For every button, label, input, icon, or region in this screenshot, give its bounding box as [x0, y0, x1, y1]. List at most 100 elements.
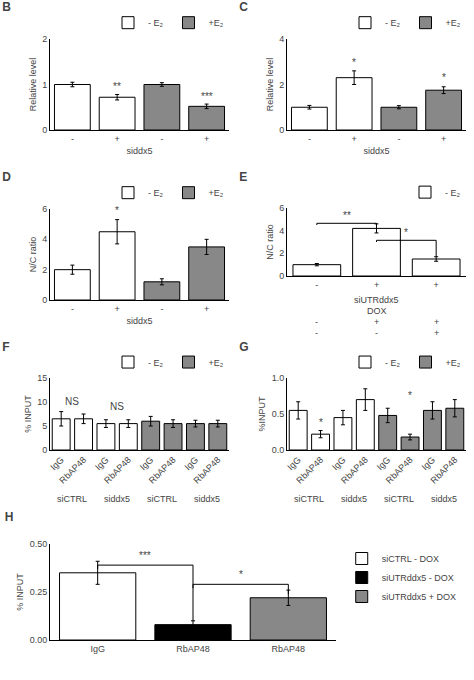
svg-text:-: - [315, 328, 318, 338]
svg-text:**: ** [113, 81, 121, 92]
svg-text:-: - [71, 304, 74, 314]
svg-text:4: 4 [42, 234, 47, 244]
svg-text:siCTRL: siCTRL [294, 494, 324, 504]
svg-text:1.0: 1.0 [272, 373, 285, 383]
svg-text:E: E [239, 170, 247, 184]
svg-text:Relative level: Relative level [265, 58, 275, 112]
svg-text:0: 0 [42, 445, 47, 455]
svg-text:4: 4 [279, 34, 284, 44]
svg-text:siCTRL: siCTRL [384, 494, 414, 504]
svg-text:+: + [441, 134, 446, 144]
svg-text:+: + [374, 317, 379, 327]
svg-text:0.50: 0.50 [30, 539, 48, 549]
svg-text:-: - [315, 317, 318, 327]
svg-text:***: *** [201, 91, 213, 102]
svg-text:RbAP48: RbAP48 [429, 455, 460, 486]
svg-text:siCTRL: siCTRL [57, 494, 87, 504]
svg-text:RbAP48: RbAP48 [339, 455, 370, 486]
svg-text:siddx5: siddx5 [431, 494, 457, 504]
svg-text:2: 2 [279, 80, 284, 90]
svg-text:IgG: IgG [90, 644, 105, 654]
svg-text:F: F [2, 340, 9, 354]
svg-text:*: * [319, 417, 323, 428]
svg-text:siddx5: siddx5 [194, 494, 220, 504]
svg-text:DOX: DOX [367, 306, 387, 316]
svg-text:5: 5 [42, 421, 47, 431]
svg-text:-: - [160, 134, 163, 144]
svg-text:+E₂: +E₂ [209, 358, 224, 368]
svg-text:+E₂: +E₂ [209, 18, 224, 28]
svg-text:6: 6 [42, 204, 47, 214]
svg-text:%INPUT: %INPUT [257, 396, 267, 432]
svg-text:+: + [434, 328, 439, 338]
svg-text:% INPUT: % INPUT [15, 573, 25, 611]
svg-text:-: - [160, 304, 163, 314]
svg-text:- E₂: - E₂ [385, 358, 401, 368]
svg-text:0.00: 0.00 [30, 635, 48, 645]
svg-text:0: 0 [279, 125, 284, 135]
svg-text:IgG: IgG [48, 455, 65, 472]
svg-text:**: ** [343, 210, 351, 221]
svg-text:+: + [374, 280, 379, 290]
svg-text:C: C [239, 0, 248, 14]
svg-text:0: 0 [42, 125, 47, 135]
svg-text:RbAP48: RbAP48 [176, 644, 210, 654]
svg-text:RbAP48: RbAP48 [294, 455, 325, 486]
svg-text:- E₂: - E₂ [385, 18, 401, 28]
svg-text:siddx5: siddx5 [104, 494, 130, 504]
svg-text:***: *** [139, 550, 151, 561]
svg-text:RbAP48: RbAP48 [272, 644, 306, 654]
svg-text:*: * [404, 227, 408, 238]
svg-text:-: - [315, 280, 318, 290]
svg-text:+: + [114, 134, 119, 144]
svg-text:2: 2 [42, 34, 47, 44]
svg-text:IgG: IgG [420, 455, 437, 472]
svg-text:-: - [71, 134, 74, 144]
svg-text:-: - [397, 134, 400, 144]
svg-text:siUTRddx5 - DOX: siUTRddx5 - DOX [382, 573, 454, 583]
svg-text:+: + [434, 317, 439, 327]
svg-text:RbAP48: RbAP48 [57, 455, 88, 486]
svg-text:IgG: IgG [285, 455, 302, 472]
svg-text:0: 0 [42, 295, 47, 305]
svg-text:2: 2 [279, 248, 284, 258]
svg-text:NS: NS [110, 401, 124, 412]
svg-text:RbAP48: RbAP48 [102, 455, 133, 486]
svg-text:NS: NS [65, 396, 79, 407]
svg-text:IgG: IgG [375, 455, 392, 472]
svg-text:siUTRddx5: siUTRddx5 [354, 295, 399, 305]
svg-text:1: 1 [42, 80, 47, 90]
svg-text:*: * [352, 57, 356, 68]
svg-text:-: - [308, 134, 311, 144]
svg-text:IgG: IgG [93, 455, 110, 472]
svg-text:IgG: IgG [138, 455, 155, 472]
svg-text:10: 10 [37, 397, 47, 407]
svg-text:RbAP48: RbAP48 [192, 455, 223, 486]
svg-text:*: * [115, 205, 119, 216]
svg-text:G: G [239, 340, 248, 354]
svg-text:0.25: 0.25 [30, 587, 48, 597]
svg-text:H: H [5, 510, 14, 524]
svg-text:% INPUT: % INPUT [23, 395, 33, 433]
svg-text:N/C ratio: N/C ratio [265, 224, 275, 260]
svg-text:- E₂: - E₂ [445, 188, 461, 198]
svg-text:+E₂: +E₂ [209, 188, 224, 198]
svg-text:6: 6 [279, 203, 284, 213]
svg-text:-: - [375, 328, 378, 338]
svg-text:4: 4 [279, 226, 284, 236]
svg-text:IgG: IgG [183, 455, 200, 472]
svg-text:+: + [114, 304, 119, 314]
svg-text:*: * [408, 390, 412, 401]
svg-text:+: + [204, 304, 209, 314]
svg-text:- E₂: - E₂ [148, 358, 164, 368]
svg-text:siUTRddx5 + DOX: siUTRddx5 + DOX [382, 592, 456, 602]
svg-text:siCTRL - DOX: siCTRL - DOX [382, 554, 439, 564]
svg-text:B: B [2, 0, 11, 14]
svg-text:RbAP48: RbAP48 [384, 455, 415, 486]
svg-text:D: D [2, 170, 11, 184]
svg-text:siddx5: siddx5 [126, 146, 152, 156]
svg-text:siddx5: siddx5 [126, 316, 152, 326]
svg-text:- E₂: - E₂ [148, 18, 164, 28]
svg-text:0.5: 0.5 [272, 409, 285, 419]
svg-text:+: + [434, 280, 439, 290]
